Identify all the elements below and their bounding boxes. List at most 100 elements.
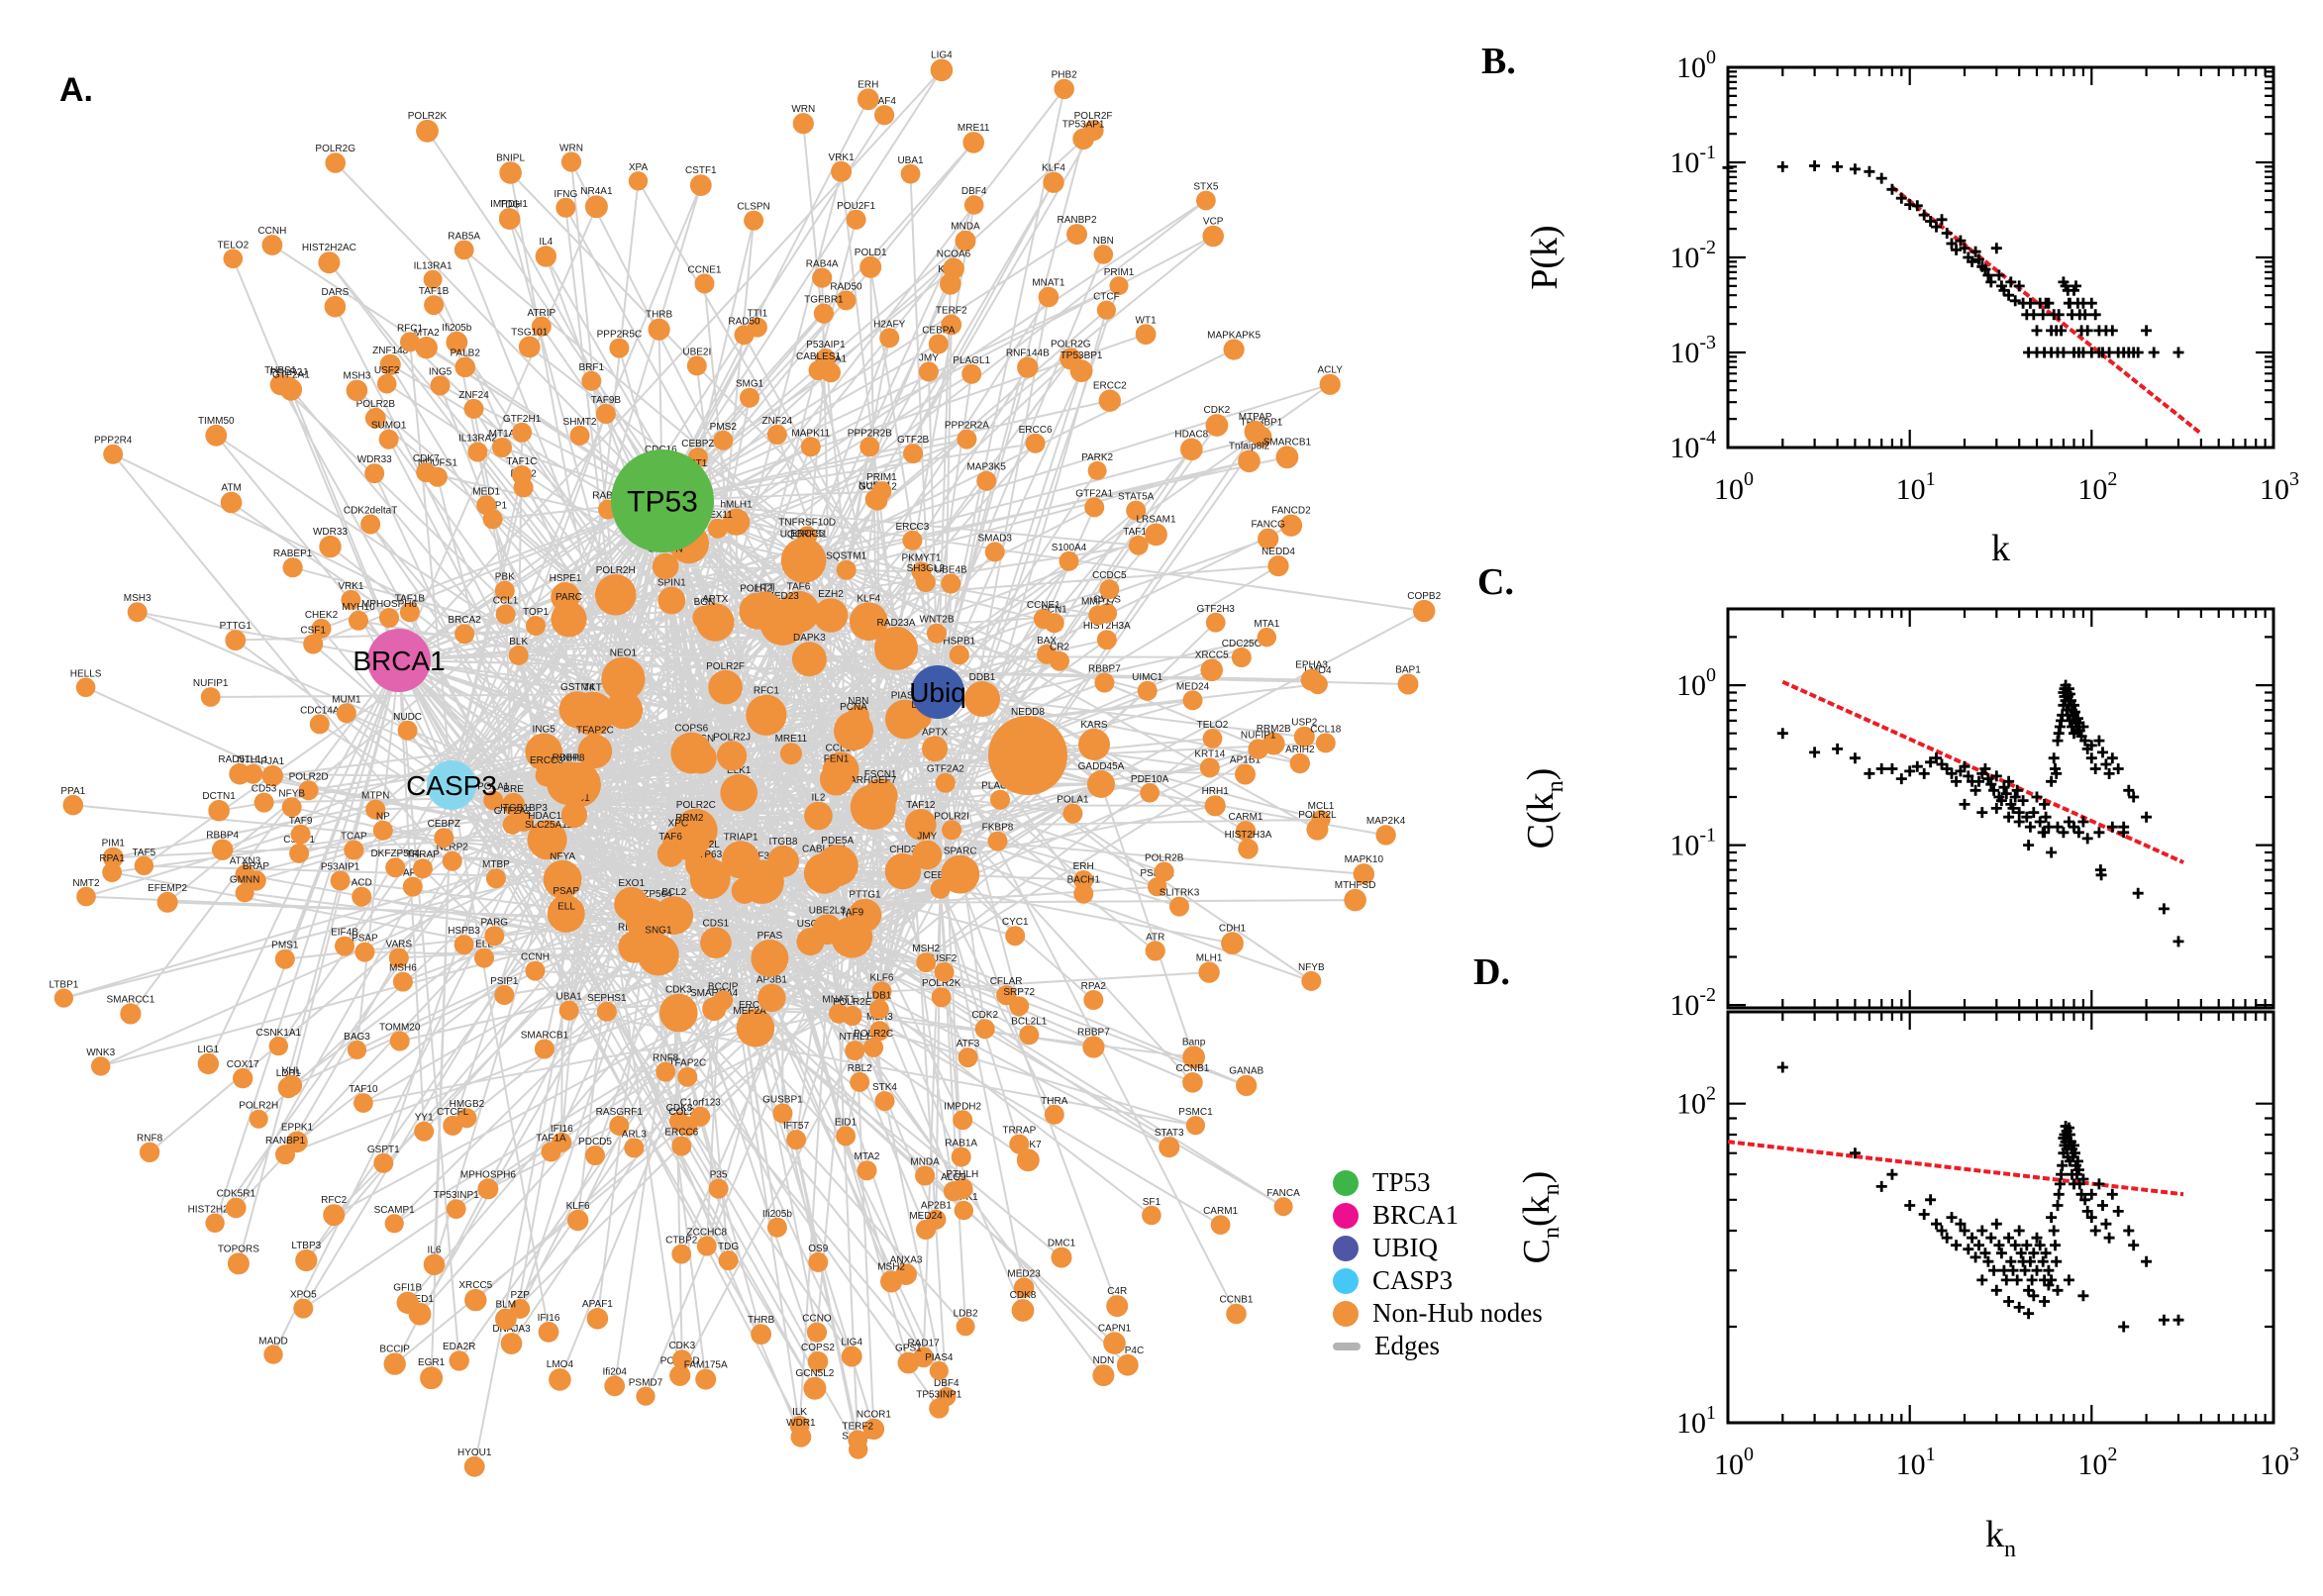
svg-text:GTF2A1: GTF2A1: [1075, 488, 1113, 499]
svg-text:PPP2R4: PPP2R4: [94, 436, 133, 447]
svg-text:PDE10A: PDE10A: [1131, 774, 1169, 785]
svg-text:CCNB1: CCNB1: [1220, 1295, 1254, 1306]
svg-text:COL2A1: COL2A1: [668, 1107, 707, 1118]
svg-text:PDE5A: PDE5A: [821, 836, 854, 847]
svg-text:RAD23A: RAD23A: [877, 618, 916, 629]
svg-text:CCL18: CCL18: [1310, 724, 1342, 735]
svg-text:WRN: WRN: [791, 104, 815, 115]
svg-text:ACLY: ACLY: [1318, 365, 1344, 376]
svg-text:RFC1: RFC1: [754, 686, 780, 697]
legend: TP53 BRCA1 UBIQ CASP3 Non-Hub nodes Edge…: [1333, 1166, 1570, 1362]
svg-text:TAF1B: TAF1B: [419, 286, 450, 297]
svg-text:OS9: OS9: [808, 1244, 828, 1254]
svg-text:KLF4: KLF4: [857, 593, 880, 604]
svg-text:CEBPZ: CEBPZ: [428, 819, 460, 830]
svg-text:MEF2A: MEF2A: [733, 1006, 766, 1017]
svg-text:NR4A1: NR4A1: [580, 186, 613, 197]
svg-text:CTBP2: CTBP2: [665, 1236, 698, 1247]
svg-text:CDK2: CDK2: [971, 1010, 998, 1021]
svg-text:CHEK2: CHEK2: [305, 610, 339, 621]
svg-text:NFYB: NFYB: [278, 788, 305, 799]
svg-text:LTBP3: LTBP3: [291, 1241, 321, 1251]
brca1-dot-icon: [1333, 1202, 1359, 1229]
svg-text:PPA1: PPA1: [60, 786, 85, 797]
svg-text:BRE: BRE: [503, 784, 524, 795]
svg-text:IFNG: IFNG: [554, 189, 577, 200]
svg-text:WDR33: WDR33: [313, 527, 348, 538]
svg-text:USO1: USO1: [797, 919, 825, 930]
svg-text:POLR2B: POLR2B: [356, 399, 396, 410]
svg-text:JMY: JMY: [919, 352, 939, 363]
svg-text:ING5: ING5: [533, 725, 556, 736]
svg-text:POLR2K: POLR2K: [922, 978, 961, 989]
svg-text:Ifi205b: Ifi205b: [762, 1209, 792, 1220]
svg-text:hMLH1: hMLH1: [720, 500, 753, 511]
svg-text:IMPDH2: IMPDH2: [944, 1101, 981, 1112]
svg-text:ITGB8: ITGB8: [769, 837, 798, 848]
svg-text:PHB2: PHB2: [1052, 70, 1078, 81]
svg-text:TAF5: TAF5: [133, 848, 156, 858]
svg-text:ARIH2: ARIH2: [1285, 745, 1315, 755]
svg-text:PTTG1: PTTG1: [849, 890, 881, 901]
svg-text:EZH2: EZH2: [818, 589, 844, 600]
svg-text:POLR2F: POLR2F: [1074, 111, 1113, 122]
svg-text:PSAP: PSAP: [352, 934, 378, 945]
svg-text:P(k): P(k): [1524, 225, 1566, 289]
svg-text:PDCD5: PDCD5: [578, 1137, 612, 1147]
svg-text:CCNE1: CCNE1: [1027, 600, 1060, 611]
svg-text:HSPB1: HSPB1: [943, 636, 975, 647]
svg-text:CDC14A: CDC14A: [300, 705, 340, 716]
svg-text:CDK2deltaT: CDK2deltaT: [344, 506, 397, 517]
svg-text:RNF8: RNF8: [653, 1053, 679, 1064]
svg-text:HIST2H3A: HIST2H3A: [1225, 830, 1272, 841]
svg-text:PLAGL1: PLAGL1: [981, 781, 1019, 792]
svg-text:DNAJA3: DNAJA3: [492, 1324, 531, 1335]
svg-text:RABEP1: RABEP1: [273, 549, 313, 559]
svg-text:PKMYT1: PKMYT1: [901, 552, 941, 563]
svg-text:KRT14: KRT14: [1194, 748, 1225, 759]
svg-text:STX5: STX5: [1193, 182, 1218, 193]
svg-text:SF1: SF1: [1143, 1197, 1162, 1208]
svg-text:PALB2: PALB2: [451, 349, 481, 359]
svg-text:IFT57: IFT57: [783, 1121, 810, 1132]
svg-text:POLR2G: POLR2G: [315, 144, 355, 154]
legend-item-nonhub: Non-Hub nodes: [1333, 1297, 1570, 1330]
svg-text:KLF4: KLF4: [1042, 162, 1065, 173]
svg-text:Tnfaip8l2: Tnfaip8l2: [1229, 442, 1270, 452]
svg-text:BAG3: BAG3: [344, 1032, 370, 1043]
svg-text:DKFZP564: DKFZP564: [623, 889, 672, 900]
svg-text:APTX: APTX: [922, 727, 948, 738]
svg-text:YY1: YY1: [415, 1113, 434, 1124]
svg-text:DKFZP564: DKFZP564: [370, 848, 420, 859]
svg-text:GTF2B: GTF2B: [897, 435, 930, 446]
svg-text:TDG: TDG: [718, 1242, 739, 1252]
svg-text:CDK8: CDK8: [1010, 1290, 1037, 1301]
svg-text:ING5: ING5: [429, 366, 453, 377]
svg-text:DBF4: DBF4: [934, 1378, 960, 1389]
svg-text:RPA2: RPA2: [1081, 981, 1107, 992]
svg-text:TERF2: TERF2: [842, 1421, 873, 1432]
svg-text:10-1: 10-1: [1669, 142, 1716, 179]
svg-text:MNDA: MNDA: [951, 222, 980, 233]
legend-label: CASP3: [1372, 1265, 1454, 1295]
svg-text:IMPDH1: IMPDH1: [490, 199, 528, 210]
svg-text:100: 100: [1714, 468, 1754, 506]
svg-text:BCCIP: BCCIP: [379, 1344, 410, 1354]
svg-text:WRN: WRN: [559, 143, 583, 153]
svg-text:FANCD2: FANCD2: [1271, 505, 1311, 516]
svg-text:VRK1: VRK1: [829, 152, 856, 163]
svg-text:HYOU1: HYOU1: [457, 1447, 492, 1458]
svg-text:TGFBR1: TGFBR1: [804, 295, 844, 306]
svg-text:SMG1: SMG1: [736, 379, 764, 390]
svg-text:MTA2: MTA2: [855, 1151, 880, 1162]
svg-text:C1orf123: C1orf123: [680, 1098, 722, 1109]
svg-text:SUMO1: SUMO1: [371, 421, 407, 432]
svg-text:MUM1: MUM1: [332, 694, 361, 705]
svg-text:XPA: XPA: [629, 162, 649, 173]
svg-text:CDK3: CDK3: [668, 1341, 695, 1351]
svg-text:FAM175A: FAM175A: [684, 1360, 728, 1371]
svg-text:COPS6: COPS6: [674, 724, 708, 735]
svg-text:POLR2C: POLR2C: [676, 800, 716, 811]
svg-text:ZNF24: ZNF24: [762, 416, 793, 427]
svg-text:RAB1A: RAB1A: [945, 1139, 977, 1149]
